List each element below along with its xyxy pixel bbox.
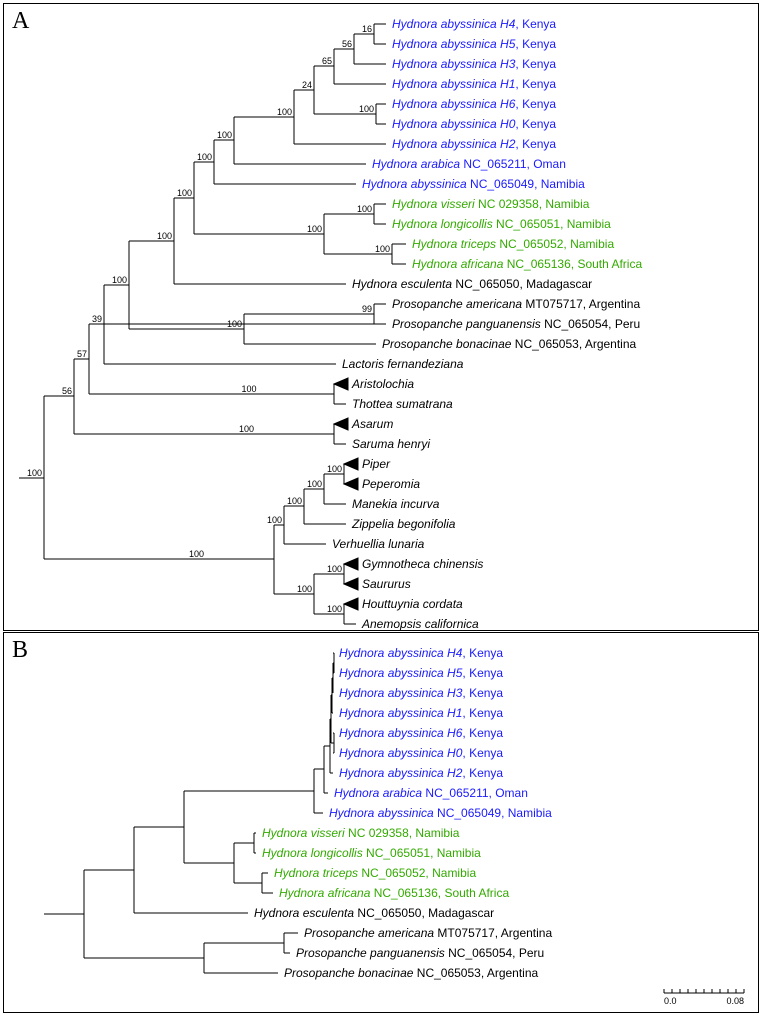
taxon-label: Lactoris fernandeziana [342,357,464,371]
taxon-label: Prosopanche americana MT075717, Argentin… [392,297,640,311]
support-value: 100 [327,564,342,574]
taxon-label: Thottea sumatrana [352,397,453,411]
taxon-label: Prosopanche americana MT075717, Argentin… [304,926,552,940]
taxon-label: Hydnora arabica NC_065211, Oman [372,157,566,171]
taxon-label: Hydnora abyssinica H3, Kenya [392,57,556,71]
support-value: 99 [362,304,372,314]
taxon-label: Hydnora esculenta NC_065050, Madagascar [254,906,494,920]
support-value: 100 [359,104,374,114]
tree-b-svg: Hydnora abyssinica H4, Kenya Hydnora abys… [4,633,758,1012]
taxon-label: Hydnora abyssinica H6, Kenya [339,726,503,740]
panel-b-label: B [12,637,28,664]
support-value: 100 [267,515,282,525]
taxon-label: Hydnora esculenta NC_065050, Madagascar [352,277,592,291]
taxon-label: Hydnora longicollis NC_065051, Namibia [392,217,611,231]
taxon-label: Hydnora abyssinica H5, Kenya [392,37,556,51]
support-value: 100 [241,384,256,394]
taxon-label: Hydnora visseri NC 029358, Namibia [262,826,460,840]
support-value: 100 [287,496,302,506]
taxon-label: Hydnora abyssinica H2, Kenya [392,137,556,151]
taxon-label: Hydnora africana NC_065136, South Africa [279,886,509,900]
taxon-label: Hydnora abyssinica H4, Kenya [392,17,556,31]
support-value: 100 [375,244,390,254]
taxon-label: Hydnora africana NC_065136, South Africa [412,257,642,271]
taxon-label: Hydnora abyssinica H6, Kenya [392,97,556,111]
support-value: 65 [322,56,332,66]
taxon-label: Hydnora abyssinica H0, Kenya [339,746,503,760]
taxon-label: Hydnora abyssinica H4, Kenya [339,646,503,660]
taxon-label: Hydnora abyssinica H5, Kenya [339,666,503,680]
taxon-label: Asarum [351,417,393,431]
support-value: 100 [197,152,212,162]
panel-b: B Hydnora abyssinica H4, KenyaHydnora ab… [3,632,759,1013]
support-value: 100 [217,130,232,140]
tree-a-svg: Hydnora abyssinica H4, Kenya Hydnora abys… [4,4,758,630]
support-value: 56 [342,39,352,49]
support-value: 100 [177,188,192,198]
taxon-label: Hydnora arabica NC_065211, Oman [334,786,528,800]
support-value: 100 [307,224,322,234]
support-value: 100 [327,464,342,474]
figure-container: A Hydnora abyssinica H4, KenyaHydnora ab… [0,0,760,1015]
support-value: 24 [302,80,312,90]
support-value: 39 [92,314,102,324]
support-value: 100 [189,549,204,559]
taxon-label: Houttuynia cordata [362,597,463,611]
taxon-label: Hydnora triceps NC_065052, Namibia [274,866,476,880]
support-value: 100 [27,468,42,478]
taxon-label: Hydnora abyssinica NC_065049, Namibia [362,177,585,191]
taxon-label: Prosopanche bonacinae NC_065053, Argenti… [284,966,539,980]
taxon-label: Hydnora abyssinica H1, Kenya [339,706,503,720]
taxon-label: Hydnora longicollis NC_065051, Namibia [262,846,481,860]
support-value: 100 [112,275,127,285]
taxon-label: Manekia incurva [352,497,440,511]
taxon-label: Hydnora triceps NC_065052, Namibia [412,237,614,251]
support-value: 100 [327,604,342,614]
taxon-label: Prosopanche panguanensis NC_065054, Peru [296,946,544,960]
taxon-label: Hydnora visseri NC 029358, Namibia [392,197,590,211]
support-value: 57 [77,349,87,359]
taxon-label: Hydnora abyssinica H0, Kenya [392,117,556,131]
taxon-label: Hydnora abyssinica H1, Kenya [392,77,556,91]
taxon-label: Prosopanche bonacinae NC_065053, Argenti… [382,337,637,351]
support-value: 100 [357,204,372,214]
support-value: 100 [297,584,312,594]
taxon-label: Zippelia begonifolia [351,517,456,531]
scale-label-max: 0.08 [726,996,744,1006]
panel-a: A Hydnora abyssinica H4, KenyaHydnora ab… [3,3,759,631]
taxon-label: Hydnora abyssinica NC_065049, Namibia [329,806,552,820]
taxon-label: Hydnora abyssinica H3, Kenya [339,686,503,700]
taxon-label: Peperomia [362,477,420,491]
taxon-label: Hydnora abyssinica H2, Kenya [339,766,503,780]
taxon-label: Aristolochia [351,377,414,391]
support-value: 100 [157,231,172,241]
support-value: 100 [277,107,292,117]
support-value: 100 [307,479,322,489]
panel-a-label: A [12,8,29,35]
taxon-label: Gymnotheca chinensis [362,557,483,571]
scale-label-min: 0.0 [664,996,677,1006]
taxon-label: Saururus [362,577,411,591]
support-value: 100 [239,424,254,434]
taxon-label: Prosopanche panguanensis NC_065054, Peru [392,317,640,331]
taxon-label: Verhuellia lunaria [332,537,425,551]
taxon-label: Saruma henryi [352,437,430,451]
support-value: 16 [362,24,372,34]
taxon-label: Anemopsis californica [361,617,479,630]
support-value: 56 [62,386,72,396]
taxon-label: Piper [362,457,391,471]
